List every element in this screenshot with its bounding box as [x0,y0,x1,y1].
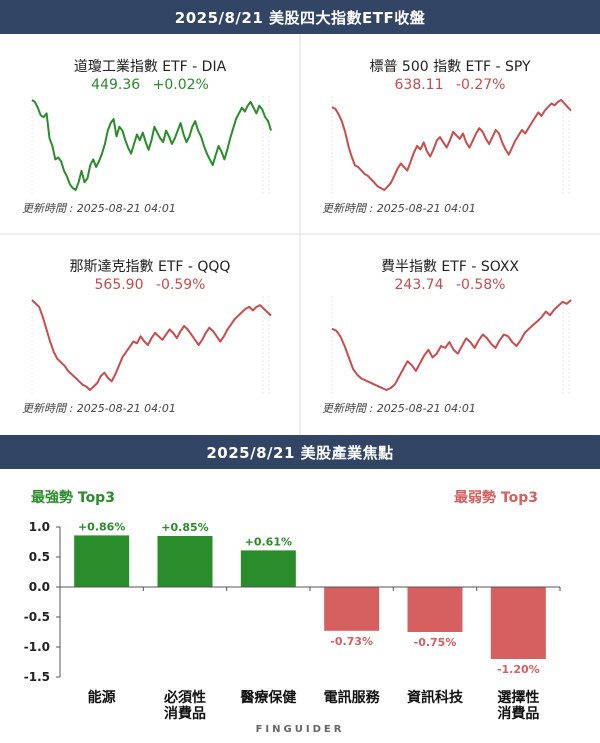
sparkline-chart [31,96,272,194]
bar-data-label: -0.75% [414,636,457,649]
etf-panel-soxx: 費半指數 ETF - SOXX 243.74 -0.58% 更新時間 : 202… [300,234,600,434]
panel-price: 243.74 [394,277,444,293]
panel-title: 費半指數 ETF - SOXX [380,259,520,275]
panel-change: +0.02% [152,77,209,93]
bar-data-label: -0.73% [330,635,373,648]
category-label: 選擇性消費品 [497,689,539,722]
y-tick-label: -1.0 [24,640,50,654]
category-label: 電訊服務 [324,689,381,706]
category-label: 資訊科技 [407,689,464,706]
panel-title: 那斯達克指數 ETF - QQQ [69,259,231,275]
bar-data-label: +0.85% [161,521,208,534]
panel-change: -0.27% [455,77,506,93]
update-time: 更新時間 : 2025-08-21 04:01 [22,202,176,215]
etf-panel-dia: 道瓊工業指數 ETF - DIA 449.36 +0.02% 更新時間 : 20… [0,34,300,234]
bar [490,587,546,659]
bar [324,587,380,631]
panel-price: 565.90 [94,277,144,293]
header-top: 2025/8/21 美股四大指數ETF收盤 [0,0,600,34]
panel-title: 標普 500 指數 ETF - SPY [369,59,531,75]
y-tick-label: 0.5 [29,550,50,564]
panel-change: -0.59% [155,277,206,293]
etf-panel-spy: 標普 500 指數 ETF - SPY 638.11 -0.27% 更新時間 :… [300,34,600,234]
worst-top3-label: 最弱勢 Top3 [454,490,538,506]
panel-change: -0.58% [455,277,506,293]
bar-data-label: +0.61% [245,535,292,548]
finguider-logo: FINGUIDER [255,724,345,735]
bar-data-label: -1.20% [497,663,540,676]
sector-bar-chart: 1.0 0.5 0.0 -0.5 -1.0 -1.5 +0.86% 能源 +0.85% 必須性消費… [24,520,561,722]
panel-value-row: 565.90 -0.59% [0,277,300,293]
bar-data-label: +0.86% [78,520,125,533]
sparkline-series [31,99,272,191]
update-time: 更新時間 : 2025-08-21 04:01 [322,202,476,215]
sparkline-series [331,299,572,391]
etf-panel-qqq: 那斯達克指數 ETF - QQQ 565.90 -0.59% 更新時間 : 20… [0,234,300,434]
update-time: 更新時間 : 2025-08-21 04:01 [322,402,476,415]
sparkline-chart [31,296,272,394]
panel-grid-lines [0,34,600,435]
panel-value-row: 638.11 -0.27% [300,77,600,93]
sparkline-chart [331,296,572,394]
sparkline-series [31,299,272,391]
y-tick-label: 1.0 [29,520,50,534]
sparkline-series [331,99,572,191]
sparkline-chart [331,96,572,194]
bar [74,535,130,587]
panel-price: 638.11 [394,77,444,93]
category-label: 醫療保健 [240,689,296,706]
category-label: 必須性消費品 [163,689,206,722]
panel-title: 道瓊工業指數 ETF - DIA [73,59,227,75]
bar [240,550,296,587]
category-label: 能源 [88,689,116,706]
y-tick-label: -1.5 [24,670,50,684]
bar [157,536,213,587]
update-time: 更新時間 : 2025-08-21 04:01 [22,402,176,415]
panel-value-row: 449.36 +0.02% [0,77,300,93]
panel-price: 449.36 [91,77,141,93]
y-tick-label: 0.0 [29,580,50,594]
panel-value-row: 243.74 -0.58% [300,277,600,293]
best-top3-label: 最強勢 Top3 [31,490,115,506]
header-bottom: 2025/8/21 美股產業焦點 [0,435,600,469]
y-tick-label: -0.5 [24,610,50,624]
bar [407,587,463,632]
